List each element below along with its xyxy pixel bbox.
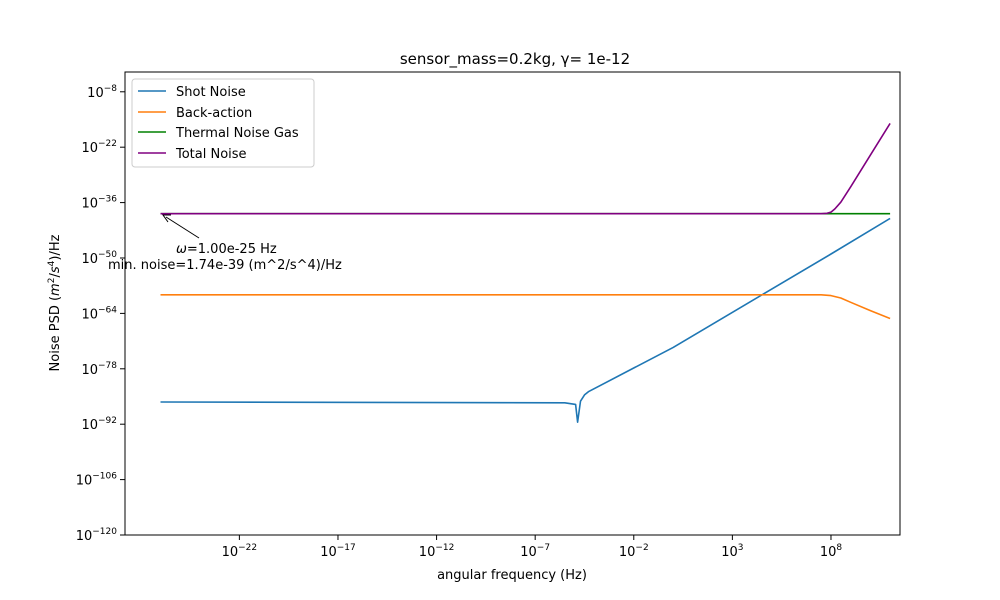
y-tick-label: 10−64	[81, 305, 117, 322]
legend-label-back-action: Back-action	[176, 106, 252, 121]
legend-box	[131, 78, 315, 168]
x-tick-label: 103	[721, 543, 743, 560]
annotation-frequency: ω=1.00e-25 Hz	[176, 242, 277, 257]
x-tick-label: 10−2	[619, 543, 649, 560]
x-axis: 10−22 10−17 10−12 10−7 10−2 103 108	[222, 535, 843, 560]
x-tick-label: 10−7	[520, 543, 550, 560]
plot-area	[124, 71, 901, 536]
y-tick-label: 10−8	[87, 84, 117, 101]
y-tick-label: 10−36	[81, 195, 117, 212]
series-layer	[160, 122, 891, 424]
annotation-min-noise: min. noise=1.74e-39 (m^2/s^4)/Hz	[108, 258, 342, 273]
y-axis-title: Noise PSD (m2/s4)/Hz	[47, 234, 63, 371]
y-tick-label: 10−50	[81, 250, 117, 267]
legend: Shot Noise Back-action Thermal Noise Gas…	[131, 78, 315, 168]
y-tick-label: 10−22	[81, 139, 117, 156]
legend-label-total-noise: Total Noise	[175, 147, 247, 162]
y-tick-label: 10−78	[81, 361, 117, 378]
series-line-total-noise	[160, 122, 891, 215]
annotation-arrow-head	[162, 214, 171, 223]
x-tick-label: 108	[820, 543, 843, 560]
x-tick-label: 10−12	[419, 543, 455, 560]
legend-label-thermal-noise-gas: Thermal Noise Gas	[175, 126, 299, 141]
x-tick-label: 10−17	[320, 543, 356, 560]
x-tick-label: 10−22	[222, 543, 258, 560]
y-axis: 10−8 10−22 10−36 10−50 10−64 10−78 10−92 10−106…	[76, 84, 125, 544]
annotation-arrow-shaft	[165, 216, 200, 239]
x-axis-title: angular frequency (Hz)	[437, 568, 587, 583]
series-line-back-action	[160, 293, 891, 320]
y-tick-label: 10−120	[76, 527, 118, 544]
series-line-shot-noise	[160, 217, 891, 424]
min-noise-annotation: ω=1.00e-25 Hz min. noise=1.74e-39 (m^2/s…	[108, 214, 342, 273]
y-tick-label: 10−106	[76, 472, 118, 489]
y-tick-label: 10−92	[81, 416, 117, 433]
chart-title: sensor_mass=0.2kg, γ= 1e-12	[400, 50, 630, 69]
legend-label-shot-noise: Shot Noise	[176, 85, 246, 100]
